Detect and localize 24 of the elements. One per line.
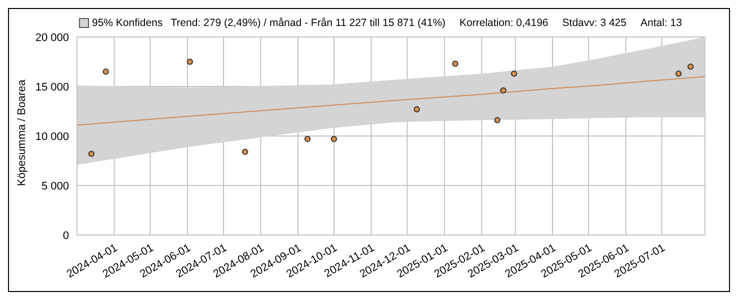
point	[88, 150, 95, 157]
y-axis-title: Köpesumma / Boarea	[16, 78, 28, 186]
point	[500, 87, 506, 94]
point	[102, 68, 109, 75]
text: 95% Konfidens	[91, 17, 163, 29]
text: Korrelation: 0,4196	[460, 17, 548, 29]
text: Stdavv: 3 425	[562, 17, 626, 29]
text: Trend: 279 (2,49%) / månad - Från 11 227 till 15 871 (41%)	[170, 17, 446, 29]
y-tick-label: 20 000	[35, 32, 69, 44]
point	[414, 106, 420, 112]
y-tick-label: 0	[62, 230, 69, 242]
y-tick-label: 10 000	[35, 130, 69, 143]
point	[330, 136, 338, 142]
point	[186, 58, 193, 65]
point	[675, 70, 682, 77]
point	[510, 70, 518, 77]
text: Antal: 13	[640, 17, 682, 29]
point	[304, 136, 311, 142]
y-tick-label: 15 000	[35, 81, 69, 94]
point	[242, 148, 248, 155]
y-tick-label: 5 000	[41, 180, 69, 192]
point	[687, 64, 694, 70]
point	[452, 60, 458, 67]
point	[494, 117, 500, 124]
